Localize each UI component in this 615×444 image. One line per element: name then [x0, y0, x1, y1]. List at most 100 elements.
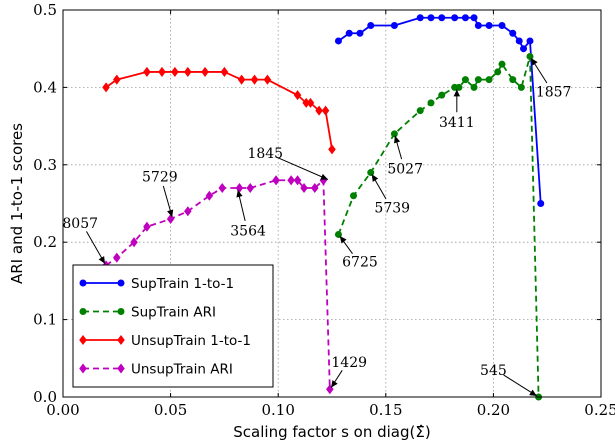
- series-suptrain-ari: [334, 52, 543, 401]
- legend-swatch-marker: [117, 363, 125, 374]
- annotation-label: 5027: [387, 162, 423, 178]
- annotation-arrowhead: [531, 58, 538, 66]
- suptrain-1-to-1-point: [461, 14, 469, 22]
- suptrain-1-to-1-point: [334, 37, 342, 45]
- unsuptrain-1-to-1-point: [237, 74, 246, 85]
- unsuptrain-ari-point: [300, 182, 308, 194]
- unsuptrain-ari-point: [272, 175, 280, 186]
- annotation-8057: 8057: [62, 216, 106, 264]
- annotation-arrowhead: [167, 209, 174, 218]
- suptrain-ari-line: [337, 55, 540, 398]
- legend-entry-unsuptrain-ari: UnsupTrain ARI: [79, 362, 233, 378]
- suptrain-1-to-1-point: [451, 14, 459, 22]
- legend-box: [72, 264, 274, 388]
- annotation-label: 3564: [230, 224, 266, 240]
- annotation-arrow: [276, 156, 329, 180]
- legend: SupTrain 1-to-1 SupTrain ARI UnsupTrain 1-…: [72, 264, 274, 388]
- legend-swatch-marker: [117, 308, 125, 315]
- legend-swatch-marker: [79, 279, 87, 287]
- suptrain-ari-point: [517, 83, 525, 91]
- unsuptrain-ari-point: [143, 221, 151, 232]
- suptrain-1-to-1-point: [416, 14, 424, 22]
- unsuptrain-ari-point: [130, 237, 138, 248]
- x-tick-label: 0.25: [584, 401, 615, 419]
- unsuptrain-1-to-1-point: [315, 105, 323, 116]
- suptrain-ari-point: [485, 76, 493, 84]
- series: [102, 14, 545, 401]
- suptrain-1-to-1-point: [509, 29, 517, 37]
- suptrain-1-to-1-point: [470, 14, 478, 22]
- unsuptrain-1-to-1-point: [250, 74, 259, 85]
- suptrain-1-to-1-point: [526, 37, 534, 45]
- annotation-arrowhead: [236, 189, 243, 198]
- suptrain-ari-point: [438, 91, 446, 99]
- legend-swatch-marker: [117, 334, 125, 346]
- suptrain-ari-point: [470, 83, 478, 91]
- unsuptrain-1-to-1-point: [321, 105, 330, 116]
- annotation-5729: 5729: [142, 169, 178, 218]
- suptrain-ari-point: [526, 52, 534, 60]
- legend-swatch-marker: [79, 308, 87, 315]
- unsuptrain-1-to-1-point: [184, 66, 192, 77]
- annotation-arrowhead: [331, 380, 338, 388]
- unsuptrain-ari-point: [293, 175, 302, 186]
- unsuptrain-1-to-1-point: [263, 74, 272, 85]
- annotation-545: 545: [480, 363, 538, 397]
- annotation-label: 3411: [439, 115, 475, 131]
- suptrain-1-to-1-point: [537, 200, 545, 207]
- legend-entry-unsuptrain-1-to-1: UnsupTrain 1-to-1: [79, 333, 251, 349]
- suptrain-ari-point: [498, 60, 506, 68]
- annotation-label: 5729: [142, 169, 178, 185]
- suptrain-1-to-1-point: [474, 21, 482, 29]
- series-suptrain-1-to-1: [334, 14, 545, 207]
- suptrain-ari-point: [474, 76, 482, 84]
- annotation-1845: 1845: [247, 146, 329, 180]
- series-unsuptrain-1-to-1: [102, 66, 336, 155]
- annotation-6725: 6725: [339, 235, 378, 271]
- annotation-label: 6725: [342, 255, 378, 271]
- grid: [63, 10, 601, 397]
- unsuptrain-ari-point: [218, 182, 227, 194]
- annotation-label: 1857: [536, 84, 572, 100]
- suptrain-1-to-1-point: [390, 21, 398, 29]
- annotation-arrowhead: [453, 89, 461, 97]
- legend-label: UnsupTrain 1-to-1: [131, 333, 251, 349]
- y-tick-label: 0.4: [33, 78, 57, 96]
- suptrain-1-to-1-point: [515, 37, 523, 45]
- suptrain-1-to-1-point: [438, 14, 446, 22]
- annotation-arrowhead: [371, 174, 379, 182]
- unsuptrain-1-to-1-point: [306, 97, 315, 108]
- unsuptrain-ari-point: [235, 182, 244, 194]
- x-tick-label: 0.20: [477, 401, 510, 419]
- plot-frame: [62, 9, 602, 398]
- annotation-3564: 3564: [230, 189, 266, 240]
- annotation-arrowhead: [98, 256, 106, 264]
- axis-ticks: 0.00 0.05 0.10 0.15 0.20 0.25 0.0 0.1 0.2 0.3 0.4 0…: [33, 1, 615, 419]
- annotation-1857: 1857: [530, 57, 572, 100]
- annotation-label: 8057: [62, 216, 98, 232]
- suptrain-1-to-1-point: [427, 14, 435, 22]
- unsuptrain-1-to-1-point: [220, 66, 229, 77]
- suptrain-1-to-1-point: [520, 45, 528, 53]
- suptrain-ari-point: [461, 76, 469, 84]
- suptrain-1-to-1-point: [367, 21, 375, 29]
- suptrain-1-to-1-point: [498, 21, 506, 29]
- annotation-5027: 5027: [387, 135, 423, 178]
- legend-label: SupTrain ARI: [131, 305, 216, 321]
- suptrain-1-to-1-point: [356, 29, 364, 37]
- legend-entry-suptrain-ari: SupTrain ARI: [79, 305, 216, 321]
- x-tick-label: 0.15: [369, 401, 402, 419]
- unsuptrain-ari-point: [113, 252, 121, 263]
- legend-label: SupTrain 1-to-1: [131, 276, 234, 292]
- unsuptrain-1-to-1-point: [171, 66, 179, 77]
- unsuptrain-ari-point: [166, 213, 175, 225]
- unsuptrain-ari-point: [311, 182, 319, 194]
- suptrain-ari-point: [455, 83, 463, 91]
- y-tick-label: 0.3: [33, 156, 57, 174]
- unsuptrain-1-to-1-point: [293, 90, 302, 101]
- legend-swatch-marker: [79, 363, 87, 374]
- annotation-label: 5739: [374, 200, 410, 216]
- y-tick-label: 0.2: [33, 233, 57, 251]
- suptrain-ari-point: [350, 192, 358, 200]
